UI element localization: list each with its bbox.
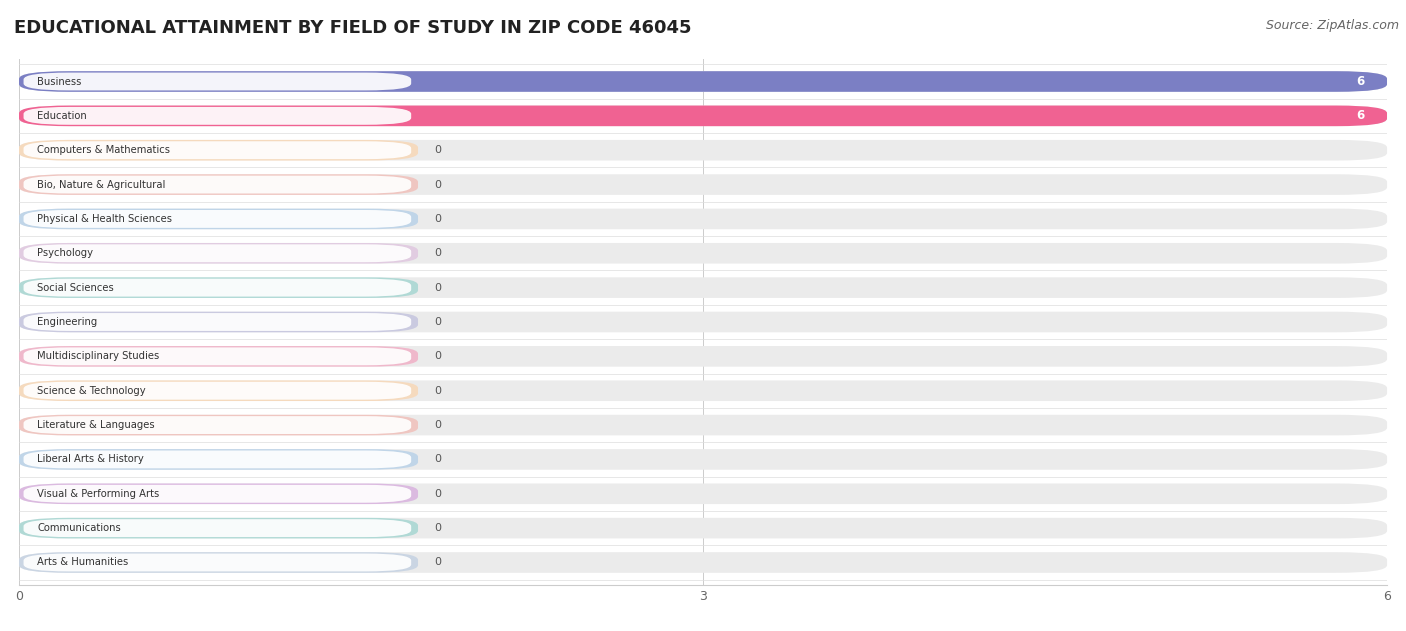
- FancyBboxPatch shape: [20, 140, 418, 160]
- Text: Business: Business: [37, 76, 82, 86]
- Text: 0: 0: [434, 386, 441, 396]
- FancyBboxPatch shape: [20, 278, 1388, 298]
- Text: Arts & Humanities: Arts & Humanities: [37, 558, 128, 567]
- FancyBboxPatch shape: [20, 174, 418, 195]
- FancyBboxPatch shape: [20, 140, 1388, 160]
- Text: Source: ZipAtlas.com: Source: ZipAtlas.com: [1265, 19, 1399, 32]
- FancyBboxPatch shape: [20, 105, 1388, 126]
- Text: 0: 0: [434, 454, 441, 464]
- Text: Visual & Performing Arts: Visual & Performing Arts: [37, 489, 159, 498]
- FancyBboxPatch shape: [20, 415, 418, 435]
- FancyBboxPatch shape: [24, 451, 411, 468]
- FancyBboxPatch shape: [20, 415, 1388, 435]
- FancyBboxPatch shape: [20, 552, 418, 573]
- Text: 0: 0: [434, 248, 441, 258]
- FancyBboxPatch shape: [20, 380, 418, 401]
- FancyBboxPatch shape: [20, 209, 418, 229]
- Text: Literature & Languages: Literature & Languages: [37, 420, 155, 430]
- Text: 6: 6: [1355, 75, 1364, 88]
- FancyBboxPatch shape: [24, 73, 411, 90]
- Text: Computers & Mathematics: Computers & Mathematics: [37, 145, 170, 155]
- FancyBboxPatch shape: [20, 380, 1388, 401]
- FancyBboxPatch shape: [24, 210, 411, 228]
- Text: Science & Technology: Science & Technology: [37, 386, 146, 396]
- Text: 0: 0: [434, 214, 441, 224]
- FancyBboxPatch shape: [24, 348, 411, 365]
- Text: 0: 0: [434, 351, 441, 362]
- FancyBboxPatch shape: [20, 312, 418, 333]
- Text: 0: 0: [434, 283, 441, 293]
- FancyBboxPatch shape: [24, 416, 411, 434]
- FancyBboxPatch shape: [24, 107, 411, 125]
- Text: Liberal Arts & History: Liberal Arts & History: [37, 454, 143, 464]
- FancyBboxPatch shape: [24, 313, 411, 331]
- Text: Social Sciences: Social Sciences: [37, 283, 114, 293]
- Text: 0: 0: [434, 180, 441, 189]
- FancyBboxPatch shape: [20, 71, 1388, 91]
- Text: 0: 0: [434, 489, 441, 498]
- Text: 0: 0: [434, 523, 441, 533]
- FancyBboxPatch shape: [20, 278, 418, 298]
- FancyBboxPatch shape: [20, 518, 1388, 538]
- Text: 6: 6: [1355, 109, 1364, 122]
- Text: 0: 0: [434, 420, 441, 430]
- FancyBboxPatch shape: [20, 449, 418, 469]
- FancyBboxPatch shape: [20, 243, 1388, 264]
- FancyBboxPatch shape: [20, 483, 418, 504]
- FancyBboxPatch shape: [24, 279, 411, 297]
- FancyBboxPatch shape: [20, 483, 1388, 504]
- FancyBboxPatch shape: [24, 175, 411, 194]
- Text: Multidisciplinary Studies: Multidisciplinary Studies: [37, 351, 159, 362]
- FancyBboxPatch shape: [20, 71, 1388, 91]
- FancyBboxPatch shape: [20, 449, 1388, 469]
- Text: 0: 0: [434, 145, 441, 155]
- FancyBboxPatch shape: [20, 105, 1388, 126]
- FancyBboxPatch shape: [20, 518, 418, 538]
- FancyBboxPatch shape: [24, 553, 411, 572]
- FancyBboxPatch shape: [24, 485, 411, 503]
- FancyBboxPatch shape: [20, 312, 1388, 333]
- Text: Physical & Health Sciences: Physical & Health Sciences: [37, 214, 173, 224]
- FancyBboxPatch shape: [24, 382, 411, 399]
- Text: EDUCATIONAL ATTAINMENT BY FIELD OF STUDY IN ZIP CODE 46045: EDUCATIONAL ATTAINMENT BY FIELD OF STUDY…: [14, 19, 692, 37]
- Text: Psychology: Psychology: [37, 248, 93, 258]
- FancyBboxPatch shape: [20, 552, 1388, 573]
- FancyBboxPatch shape: [20, 174, 1388, 195]
- FancyBboxPatch shape: [24, 244, 411, 262]
- Text: Communications: Communications: [37, 523, 121, 533]
- Text: Education: Education: [37, 111, 87, 121]
- FancyBboxPatch shape: [20, 346, 418, 367]
- Text: Bio, Nature & Agricultural: Bio, Nature & Agricultural: [37, 180, 166, 189]
- FancyBboxPatch shape: [24, 141, 411, 159]
- FancyBboxPatch shape: [24, 519, 411, 537]
- Text: 0: 0: [434, 317, 441, 327]
- FancyBboxPatch shape: [20, 346, 1388, 367]
- Text: 0: 0: [434, 558, 441, 567]
- Text: Engineering: Engineering: [37, 317, 97, 327]
- FancyBboxPatch shape: [20, 243, 418, 264]
- FancyBboxPatch shape: [20, 209, 1388, 229]
